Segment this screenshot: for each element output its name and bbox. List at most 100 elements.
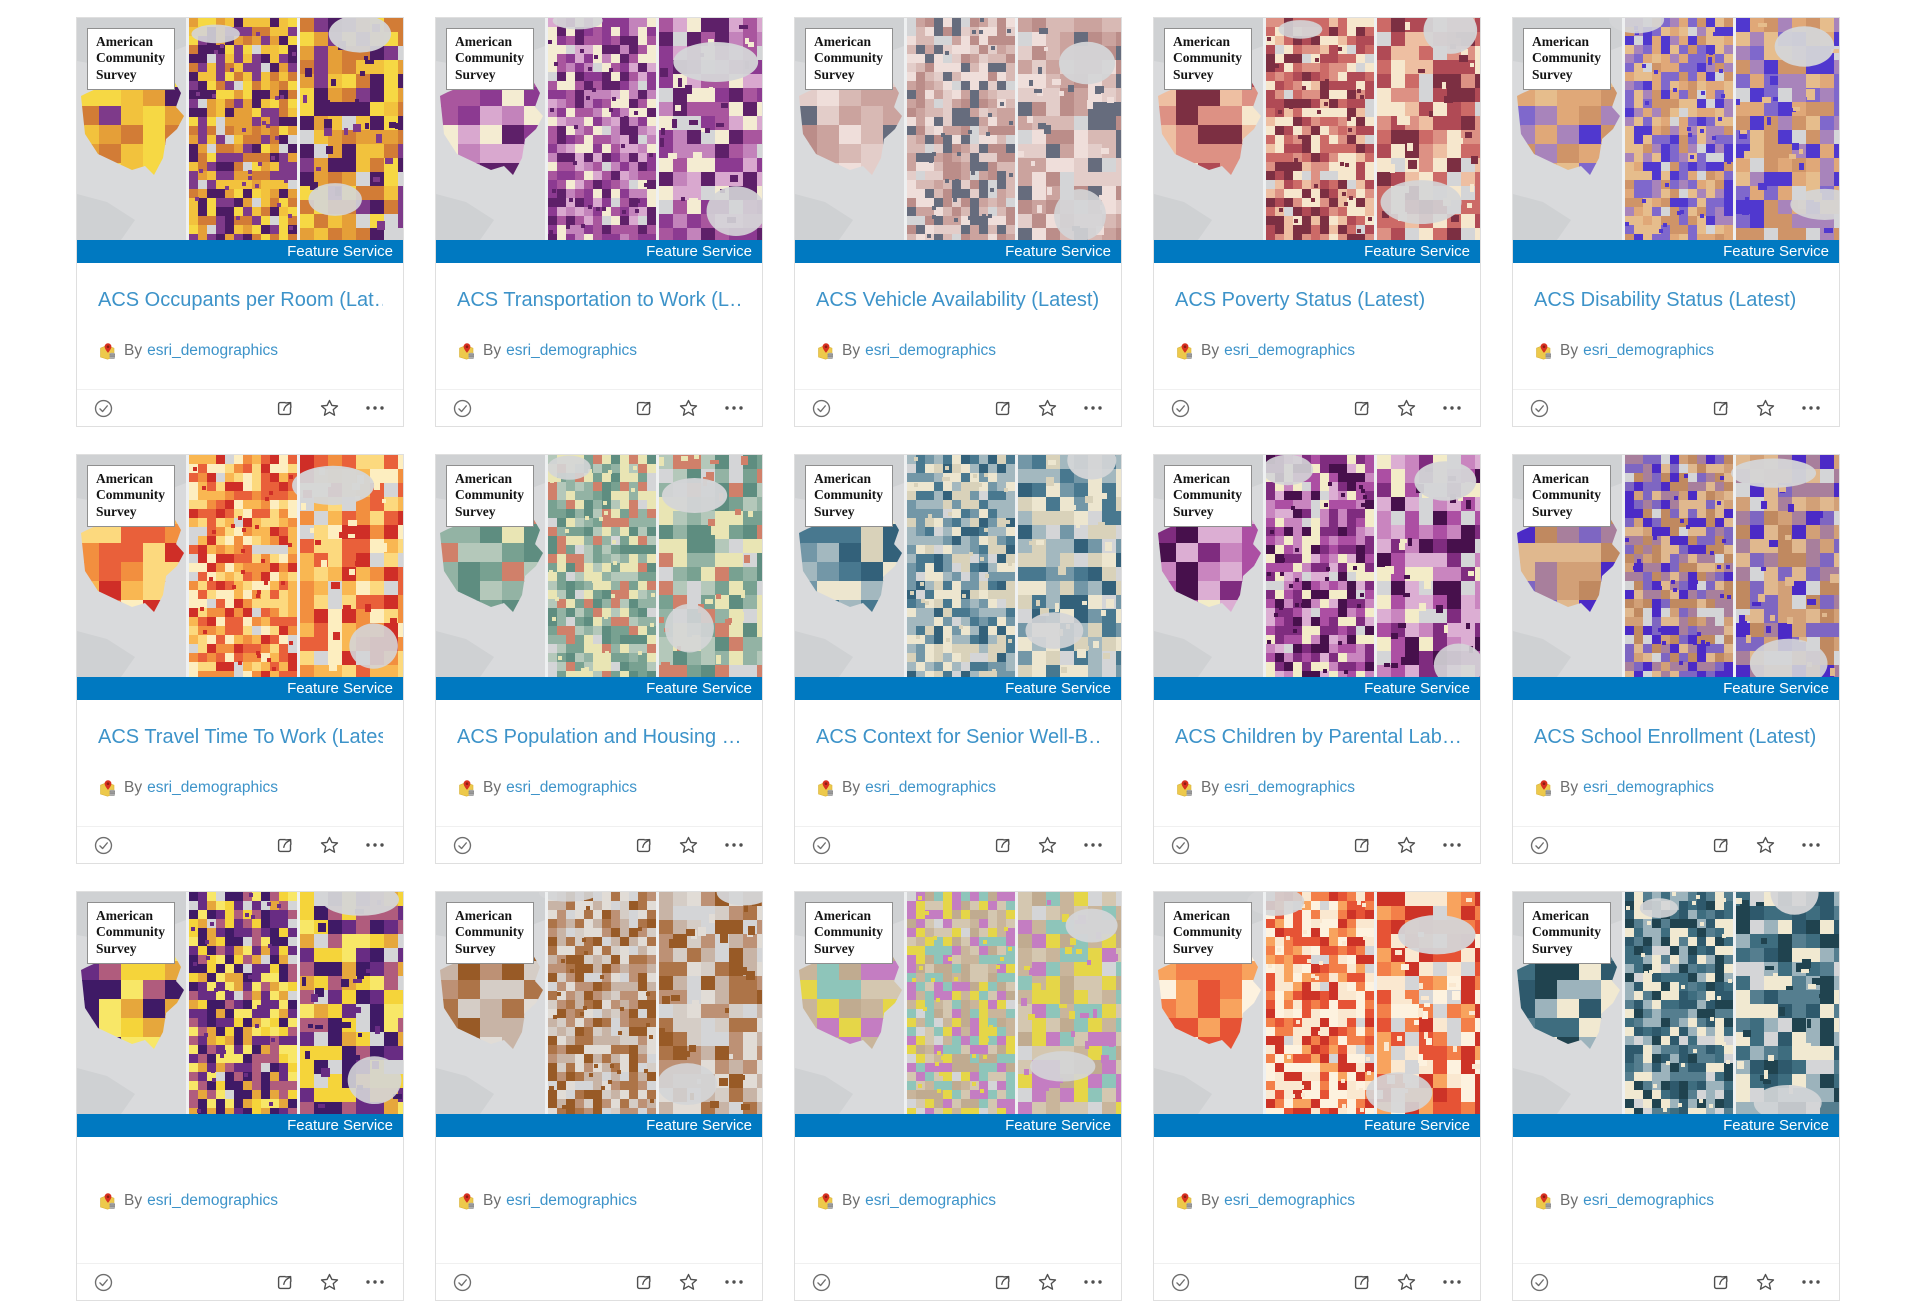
ellipsis-icon[interactable] [1800,835,1822,855]
star-icon[interactable] [1396,398,1417,419]
author-link[interactable]: esri_demographics [1224,779,1355,797]
share-icon[interactable] [634,398,654,418]
star-icon[interactable] [678,398,699,419]
star-icon[interactable] [1037,398,1058,419]
item-title-link[interactable]: ACS Transportation to Work (L… [457,288,742,312]
item-title-link[interactable]: ACS Context for Senior Well-B… [816,725,1101,749]
select-check-icon[interactable] [1170,1272,1191,1293]
share-icon[interactable] [1711,835,1731,855]
share-icon[interactable] [275,398,295,418]
star-icon[interactable] [1037,835,1058,856]
author-link[interactable]: esri_demographics [1224,342,1355,360]
ellipsis-icon[interactable] [723,398,745,418]
star-icon[interactable] [678,835,699,856]
select-check-icon[interactable] [452,398,473,419]
star-icon[interactable] [1755,1272,1776,1293]
star-icon[interactable] [319,1272,340,1293]
author-link[interactable]: esri_demographics [1583,1192,1714,1210]
item-title-link[interactable]: ACS School Enrollment (Latest) [1534,725,1819,749]
ellipsis-icon[interactable] [1082,1272,1104,1292]
author-link[interactable]: esri_demographics [506,779,637,797]
author-link[interactable]: esri_demographics [865,1192,996,1210]
author-link[interactable]: esri_demographics [865,342,996,360]
ellipsis-icon[interactable] [1800,398,1822,418]
star-icon[interactable] [319,835,340,856]
ellipsis-icon[interactable] [1082,835,1104,855]
share-icon[interactable] [1711,398,1731,418]
share-icon[interactable] [993,835,1013,855]
item-title-link[interactable]: ACS Disability Status (Latest) [1534,288,1819,312]
select-check-icon[interactable] [1529,398,1550,419]
ellipsis-icon[interactable] [723,1272,745,1292]
select-check-icon[interactable] [811,398,832,419]
author-link[interactable]: esri_demographics [1583,342,1714,360]
ellipsis-icon[interactable] [1441,835,1463,855]
author-link[interactable]: esri_demographics [1224,1192,1355,1210]
author-link[interactable]: esri_demographics [506,1192,637,1210]
share-icon[interactable] [993,1272,1013,1292]
select-check-icon[interactable] [452,835,473,856]
select-check-icon[interactable] [93,398,114,419]
select-check-icon[interactable] [1529,835,1550,856]
share-icon[interactable] [1711,1272,1731,1292]
ellipsis-icon[interactable] [364,1272,386,1292]
select-check-icon[interactable] [1170,398,1191,419]
item-title-link[interactable]: ACS Occupants per Room (Lat… [98,288,383,312]
star-icon[interactable] [678,1272,699,1293]
author-link[interactable]: esri_demographics [147,1192,278,1210]
item-title-link[interactable]: ACS Poverty Status (Latest) [1175,288,1460,312]
select-check-icon[interactable] [1529,1272,1550,1293]
star-icon[interactable] [1755,398,1776,419]
ellipsis-icon[interactable] [1800,1272,1822,1292]
ellipsis-icon[interactable] [364,398,386,418]
item-title-link[interactable]: ACS Travel Time To Work (Latest) [98,725,383,749]
share-icon[interactable] [1352,835,1372,855]
author-link[interactable]: esri_demographics [506,342,637,360]
ellipsis-icon[interactable] [364,835,386,855]
item-title-link[interactable]: ACS Population and Housing … [457,725,742,749]
select-check-icon[interactable] [93,1272,114,1293]
share-icon[interactable] [634,835,654,855]
author-link[interactable]: esri_demographics [147,779,278,797]
ellipsis-icon[interactable] [1441,1272,1463,1292]
item-title-link[interactable]: ACS Vehicle Availability (Latest) [816,288,1101,312]
author-link[interactable]: esri_demographics [1583,779,1714,797]
share-icon[interactable] [1352,1272,1372,1292]
item-title-link[interactable]: ACS Children by Parental Lab… [1175,725,1460,749]
share-icon[interactable] [993,398,1013,418]
star-icon[interactable] [319,398,340,419]
author-link[interactable]: esri_demographics [865,779,996,797]
select-check-icon[interactable] [93,835,114,856]
star-icon[interactable] [1755,835,1776,856]
select-check-icon[interactable] [811,1272,832,1293]
select-check-icon[interactable] [1170,835,1191,856]
share-icon[interactable] [1352,398,1372,418]
star-icon[interactable] [1037,1272,1058,1293]
share-icon[interactable] [634,1272,654,1292]
select-check-icon[interactable] [811,835,832,856]
star-icon[interactable] [1396,835,1417,856]
ellipsis-icon[interactable] [1082,398,1104,418]
share-icon[interactable] [275,835,295,855]
star-icon[interactable] [1396,1272,1417,1293]
share-icon[interactable] [275,1272,295,1292]
author-link[interactable]: esri_demographics [147,342,278,360]
select-check-icon[interactable] [452,1272,473,1293]
ellipsis-icon[interactable] [723,835,745,855]
ellipsis-icon[interactable] [1441,398,1463,418]
